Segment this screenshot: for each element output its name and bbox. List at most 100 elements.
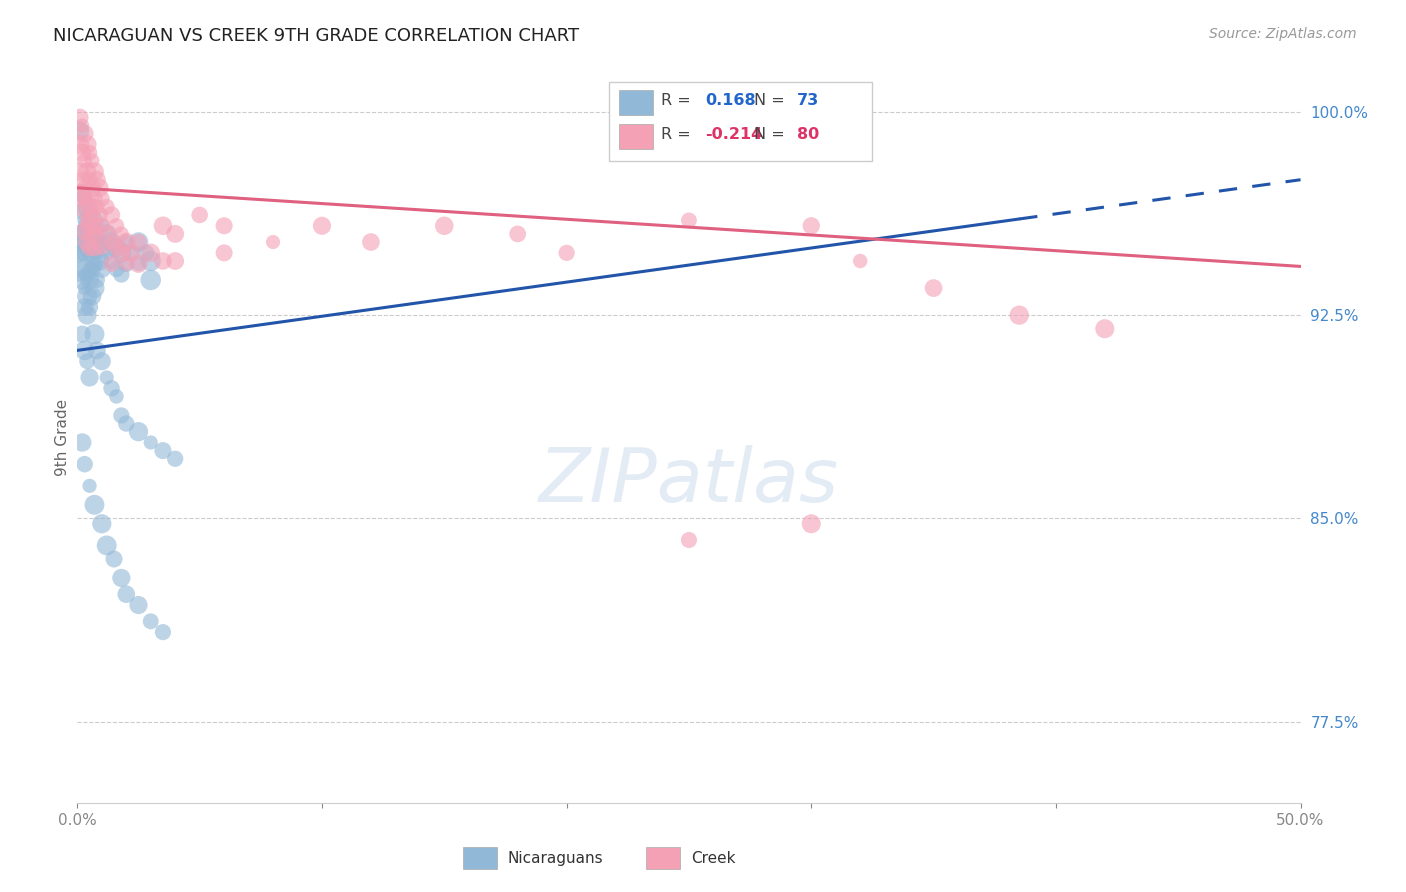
Point bbox=[135, 245, 157, 260]
FancyBboxPatch shape bbox=[619, 124, 654, 149]
Point bbox=[80, 262, 103, 277]
Point bbox=[110, 571, 132, 585]
Point bbox=[110, 245, 132, 260]
Point bbox=[100, 208, 122, 222]
Point bbox=[90, 354, 112, 368]
Point bbox=[152, 219, 174, 233]
Point bbox=[127, 257, 149, 271]
Point bbox=[96, 538, 118, 552]
Point bbox=[83, 192, 105, 206]
Point bbox=[800, 516, 823, 531]
Point bbox=[152, 625, 174, 640]
Point bbox=[76, 219, 98, 233]
Point bbox=[262, 235, 284, 249]
Point bbox=[120, 245, 142, 260]
Point bbox=[69, 111, 91, 125]
Point bbox=[110, 245, 132, 260]
Point bbox=[70, 172, 93, 186]
Point bbox=[83, 219, 105, 233]
Point bbox=[678, 213, 700, 227]
Point bbox=[139, 435, 162, 450]
Text: N =: N = bbox=[754, 128, 785, 143]
Point bbox=[79, 145, 101, 160]
Point bbox=[69, 137, 91, 152]
Point bbox=[127, 257, 149, 271]
Point bbox=[73, 457, 96, 471]
Point bbox=[800, 219, 823, 233]
Point bbox=[105, 262, 128, 277]
Point bbox=[96, 245, 118, 260]
Point bbox=[1008, 308, 1031, 322]
Point bbox=[70, 245, 93, 260]
Point bbox=[100, 381, 122, 395]
Point bbox=[86, 343, 108, 358]
Point bbox=[83, 281, 105, 295]
Point bbox=[311, 219, 333, 233]
FancyBboxPatch shape bbox=[609, 81, 873, 161]
Point bbox=[120, 245, 142, 260]
Point bbox=[127, 235, 149, 249]
Point bbox=[110, 268, 132, 282]
Point bbox=[79, 208, 101, 222]
Point bbox=[90, 192, 112, 206]
Point bbox=[80, 181, 103, 195]
Point bbox=[70, 145, 93, 160]
Point bbox=[73, 153, 96, 168]
Point bbox=[212, 219, 235, 233]
Point bbox=[212, 245, 235, 260]
Point bbox=[76, 240, 98, 254]
Point bbox=[79, 219, 101, 233]
Point bbox=[73, 213, 96, 227]
Point bbox=[69, 227, 91, 241]
Point bbox=[76, 235, 98, 249]
Point bbox=[79, 370, 101, 384]
Text: -0.214: -0.214 bbox=[704, 128, 762, 143]
Point bbox=[79, 240, 101, 254]
Point bbox=[70, 227, 93, 241]
Point bbox=[90, 240, 112, 254]
Point bbox=[79, 245, 101, 260]
Point bbox=[100, 235, 122, 249]
Point bbox=[69, 254, 91, 268]
Point bbox=[83, 257, 105, 271]
Point bbox=[79, 273, 101, 287]
Point bbox=[70, 327, 93, 342]
Point bbox=[89, 208, 111, 222]
Point bbox=[127, 425, 149, 439]
Point bbox=[79, 200, 101, 214]
Point bbox=[80, 227, 103, 241]
Point bbox=[69, 164, 91, 178]
Point bbox=[86, 172, 108, 186]
Text: Creek: Creek bbox=[692, 851, 735, 866]
FancyBboxPatch shape bbox=[619, 89, 654, 114]
Point bbox=[79, 172, 101, 186]
Point bbox=[70, 192, 93, 206]
Text: Source: ZipAtlas.com: Source: ZipAtlas.com bbox=[1209, 27, 1357, 41]
Point bbox=[90, 262, 112, 277]
Point bbox=[70, 119, 93, 133]
Point bbox=[96, 227, 118, 241]
Point bbox=[76, 164, 98, 178]
Point bbox=[100, 257, 122, 271]
Point bbox=[83, 164, 105, 178]
Point bbox=[83, 498, 105, 512]
Point bbox=[83, 235, 105, 249]
Point bbox=[89, 181, 111, 195]
Point bbox=[360, 235, 382, 249]
Point bbox=[139, 245, 162, 260]
Point bbox=[115, 257, 138, 271]
Point bbox=[96, 200, 118, 214]
Point bbox=[96, 370, 118, 384]
Point bbox=[80, 240, 103, 254]
Point bbox=[165, 451, 187, 466]
Point bbox=[165, 254, 187, 268]
Point bbox=[105, 240, 128, 254]
Point bbox=[69, 245, 91, 260]
Point bbox=[90, 219, 112, 233]
Point bbox=[139, 615, 162, 629]
Point bbox=[555, 245, 578, 260]
Point bbox=[83, 327, 105, 342]
Point bbox=[115, 587, 138, 601]
Point bbox=[90, 240, 112, 254]
Point bbox=[73, 127, 96, 141]
